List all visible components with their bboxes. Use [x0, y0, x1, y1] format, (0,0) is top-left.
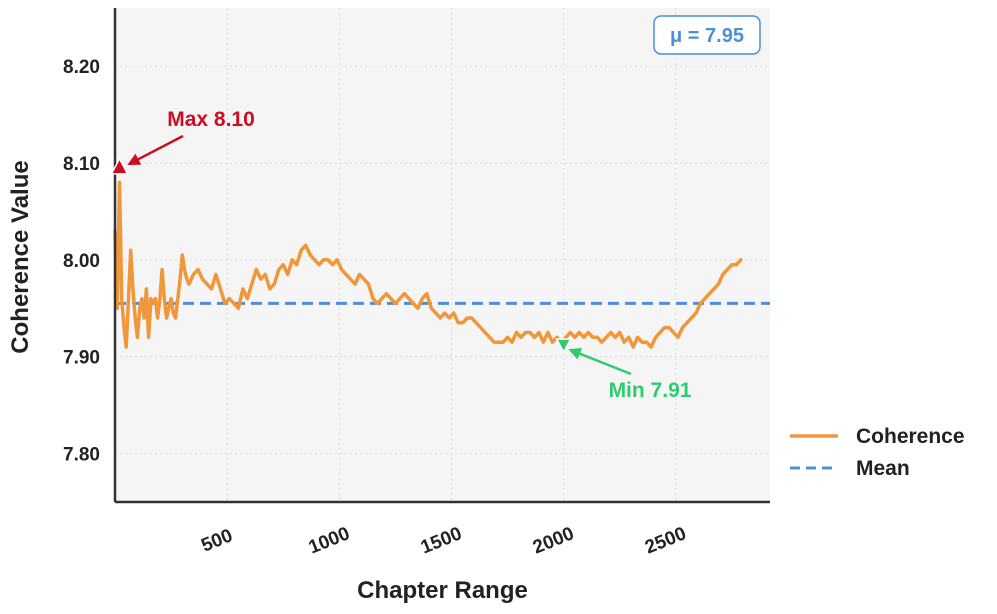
min-arrow: [568, 347, 632, 376]
x-tick-label: 500: [198, 525, 235, 556]
max-marker: [110, 157, 129, 175]
axes: [113, 8, 770, 504]
grid-lines: [115, 8, 770, 502]
y-tick-label: 8.00: [63, 251, 100, 272]
mean-badge-box: [653, 15, 761, 55]
min-label: Min 7.91: [609, 379, 692, 402]
legend: Coherence Mean: [790, 425, 965, 480]
min-marker: [555, 338, 572, 354]
annotations: Max 8.10 Min 7.91 μ = 7.95: [110, 15, 761, 402]
x-tick-label: 2500: [642, 523, 689, 558]
plot-background: [115, 8, 770, 502]
y-tick-label: 7.90: [63, 348, 100, 369]
coherence-line: [113, 180, 743, 349]
ticks: 7.80 7.90 8.00 8.10 8.20 500 1000 1500 2000 2500: [63, 57, 689, 558]
x-tick-label: 1500: [418, 523, 465, 558]
y-axis-title: Coherence Value: [7, 160, 34, 353]
y-tick-label: 8.20: [63, 57, 100, 78]
y-tick-label: 7.80: [63, 445, 100, 466]
x-tick-label: 1000: [306, 523, 353, 558]
mean-badge-text: μ = 7.95: [670, 25, 744, 47]
legend-mean-label: Mean: [856, 457, 910, 480]
series-layer: [113, 180, 743, 349]
max-arrow: [127, 134, 184, 165]
max-label: Max 8.10: [167, 108, 255, 131]
legend-coherence-label: Coherence: [856, 425, 965, 448]
y-tick-label: 8.10: [63, 154, 100, 175]
x-tick-label: 2000: [530, 523, 577, 558]
x-axis-title: Chapter Range: [357, 577, 528, 604]
